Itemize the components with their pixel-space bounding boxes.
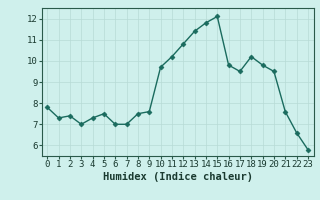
X-axis label: Humidex (Indice chaleur): Humidex (Indice chaleur) bbox=[103, 172, 252, 182]
